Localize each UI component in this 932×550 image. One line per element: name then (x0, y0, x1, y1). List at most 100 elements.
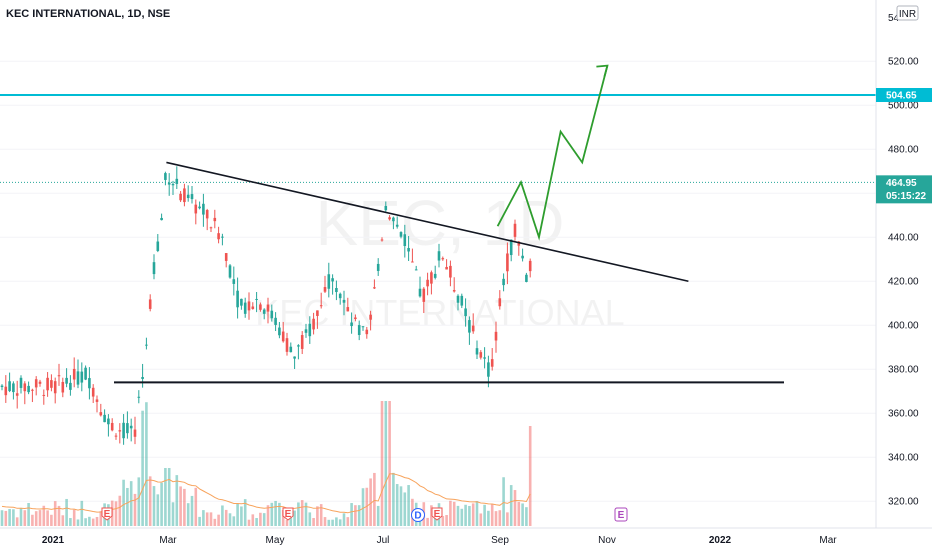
candle-body (517, 241, 521, 246)
earnings-marker[interactable]: E (101, 507, 113, 521)
volume-bar (323, 517, 327, 526)
candle-body (456, 295, 460, 303)
candle-body (129, 425, 133, 429)
candle-body (346, 307, 350, 312)
candle-body (380, 239, 384, 241)
price-tick: 320.00 (888, 497, 919, 508)
candle-body (4, 386, 8, 396)
currency-badge[interactable]: INR (896, 5, 919, 21)
candle-body (164, 173, 167, 180)
candle-body (281, 331, 285, 342)
volume-bar (15, 517, 19, 526)
volume-bar (194, 487, 198, 526)
volume-bar (175, 475, 179, 526)
volume-bar (338, 519, 342, 526)
volume-bar (464, 504, 467, 526)
svg-text:D: D (414, 511, 421, 522)
earnings-marker[interactable]: E (282, 507, 294, 521)
candle-body (414, 269, 418, 271)
candle-body (171, 183, 175, 186)
svg-text:464.95: 464.95 (886, 178, 917, 189)
candle-body (118, 430, 122, 432)
candle-body (103, 414, 106, 423)
dividend-marker[interactable]: D (411, 508, 425, 522)
price-tick: 500.00 (888, 101, 919, 112)
volume-bar (126, 487, 129, 526)
candle-body (236, 290, 239, 308)
svg-text:E: E (104, 509, 111, 520)
volume-bar (316, 506, 319, 526)
price-tick: 420.00 (888, 277, 919, 288)
candle-body (498, 298, 502, 307)
time-axis[interactable]: 2021 Mar May Jul Sep Nov 2022 Mar (42, 535, 837, 546)
candle-body (46, 377, 49, 391)
volume-bar (167, 468, 171, 526)
candle-body (190, 194, 194, 200)
svg-text:E: E (434, 509, 441, 520)
price-axis[interactable]: 520.00500.00480.00460.00440.00420.00400.… (888, 57, 919, 508)
candle-body (430, 272, 433, 284)
candle-body (160, 217, 163, 221)
time-label: Jul (377, 535, 390, 546)
candle-body (502, 278, 505, 286)
volume-bar (528, 426, 532, 526)
volume-bar (487, 510, 490, 526)
price-tick: 480.00 (888, 145, 919, 156)
volume-bar (91, 518, 95, 526)
candle-body (483, 357, 486, 359)
candle-body (114, 435, 118, 437)
earnings-marker[interactable]: E (431, 507, 443, 521)
candle-body (399, 232, 403, 237)
volume-bar (278, 502, 281, 526)
candle-body (270, 310, 274, 319)
candle-body (392, 217, 395, 222)
descending-trendline[interactable] (166, 161, 689, 283)
volume-bar (0, 510, 4, 526)
volume-bar (297, 502, 300, 526)
candle-body (468, 320, 471, 333)
volume-bar (217, 514, 220, 526)
volume-bar (209, 512, 213, 526)
volume-bar (232, 516, 236, 526)
volume-bar (319, 504, 323, 526)
volume-bar (8, 509, 11, 526)
candle-body (156, 241, 160, 251)
candle-body (65, 377, 68, 384)
candle-body (528, 260, 532, 272)
candle-body (407, 247, 410, 252)
candle-body (194, 204, 198, 214)
candle-body (91, 387, 95, 397)
candle-body (19, 377, 23, 388)
volume-bar (156, 494, 160, 526)
candle-body (217, 233, 220, 240)
volume-bar (281, 510, 285, 526)
candle-body (418, 288, 422, 297)
time-label: Mar (819, 535, 837, 546)
price-tick: 520.00 (888, 57, 919, 68)
candle-body (145, 344, 148, 346)
volume-bar (57, 505, 61, 526)
volume-bar (354, 505, 357, 526)
gridlines (0, 60, 876, 502)
earnings-marker-upcoming[interactable]: E (614, 507, 628, 522)
volume-bar (346, 517, 350, 526)
candle-body (80, 371, 84, 383)
projected-path[interactable] (496, 65, 609, 241)
resistance-price-tag: 504.65 (876, 88, 932, 102)
volume-bar (384, 401, 388, 526)
candle-body (293, 356, 296, 359)
candle-body (202, 203, 205, 215)
volume-bar (148, 476, 152, 526)
volume-bar (133, 493, 137, 526)
volume-bar (251, 514, 255, 526)
volume-bar (99, 511, 103, 526)
volume-bar (240, 506, 243, 526)
volume-bar (202, 510, 205, 526)
projection-arrowhead (596, 64, 609, 77)
candlesticks[interactable] (0, 166, 532, 445)
candle-body (53, 381, 57, 394)
price-axis-top-label: 54 (888, 13, 900, 24)
volume-bar (365, 487, 369, 526)
volume-bar (84, 518, 87, 526)
